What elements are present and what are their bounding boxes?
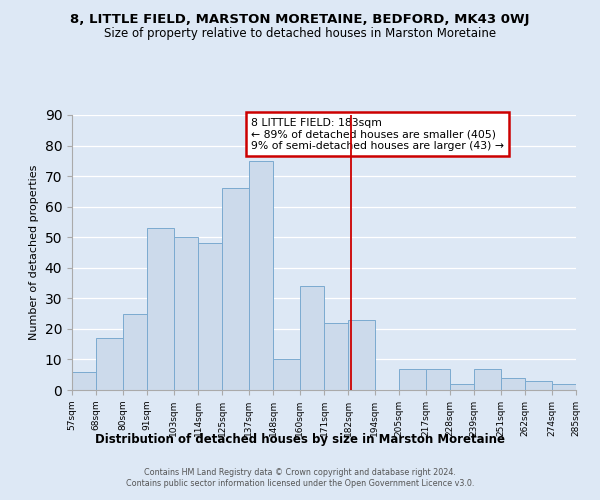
Bar — [349, 320, 375, 390]
Bar — [147, 228, 173, 390]
Bar — [425, 368, 450, 390]
Bar — [97, 338, 123, 390]
Y-axis label: Number of detached properties: Number of detached properties — [29, 165, 39, 340]
Bar — [173, 237, 198, 390]
Bar — [551, 384, 576, 390]
Bar — [198, 244, 223, 390]
Bar — [273, 360, 299, 390]
Text: Distribution of detached houses by size in Marston Moretaine: Distribution of detached houses by size … — [95, 432, 505, 446]
Bar — [475, 368, 501, 390]
Text: Size of property relative to detached houses in Marston Moretaine: Size of property relative to detached ho… — [104, 28, 496, 40]
Bar — [399, 368, 425, 390]
Text: Contains HM Land Registry data © Crown copyright and database right 2024.
Contai: Contains HM Land Registry data © Crown c… — [126, 468, 474, 487]
Text: 8 LITTLE FIELD: 183sqm
← 89% of detached houses are smaller (405)
9% of semi-det: 8 LITTLE FIELD: 183sqm ← 89% of detached… — [251, 118, 504, 151]
Bar — [525, 381, 551, 390]
Bar — [299, 286, 324, 390]
Bar — [123, 314, 147, 390]
Bar — [249, 161, 273, 390]
Bar — [450, 384, 475, 390]
Bar — [72, 372, 97, 390]
Text: 8, LITTLE FIELD, MARSTON MORETAINE, BEDFORD, MK43 0WJ: 8, LITTLE FIELD, MARSTON MORETAINE, BEDF… — [70, 12, 530, 26]
Bar — [223, 188, 249, 390]
Bar — [324, 323, 349, 390]
Bar — [501, 378, 525, 390]
